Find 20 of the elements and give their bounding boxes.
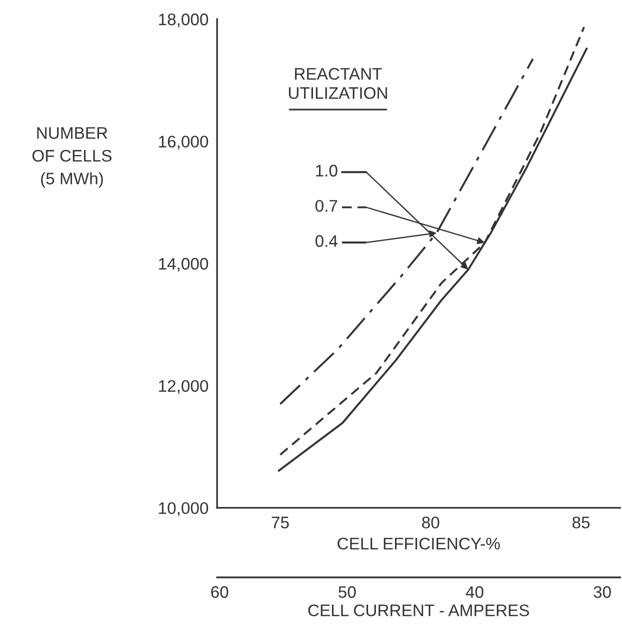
y-tick-label: 10,000 (159, 502, 208, 516)
legend-label: 1.0 (316, 164, 338, 177)
x-tick-label: 75 (272, 516, 289, 528)
legend-label: 0.4 (315, 235, 338, 247)
x2-tick-label: 50 (338, 586, 356, 598)
y-tick-label: 12,000 (159, 380, 208, 394)
line-series (279, 58, 534, 405)
x-tick-label: 85 (572, 516, 590, 528)
y-axis-title: NUMBER OF CELLS (5 MWh) (32, 127, 112, 188)
x2-tick-label: 30 (594, 586, 611, 598)
x2-tick-label: 40 (466, 586, 484, 598)
x2-axis-title: CELL CURRENT - AMPERES (308, 604, 529, 616)
x-axis-title: CELL EFFICIENCY-% (338, 538, 500, 550)
y-tick-label: 18,000 (159, 14, 208, 28)
legend-label: 0.7 (315, 200, 338, 212)
x-tick-label: 80 (422, 516, 440, 528)
x2-tick-label: 60 (211, 586, 228, 598)
y-tick-label: 14,000 (159, 258, 208, 272)
legend-title: REACTANT UTILIZATION (288, 68, 387, 99)
y-tick-label: 16,000 (159, 136, 208, 150)
